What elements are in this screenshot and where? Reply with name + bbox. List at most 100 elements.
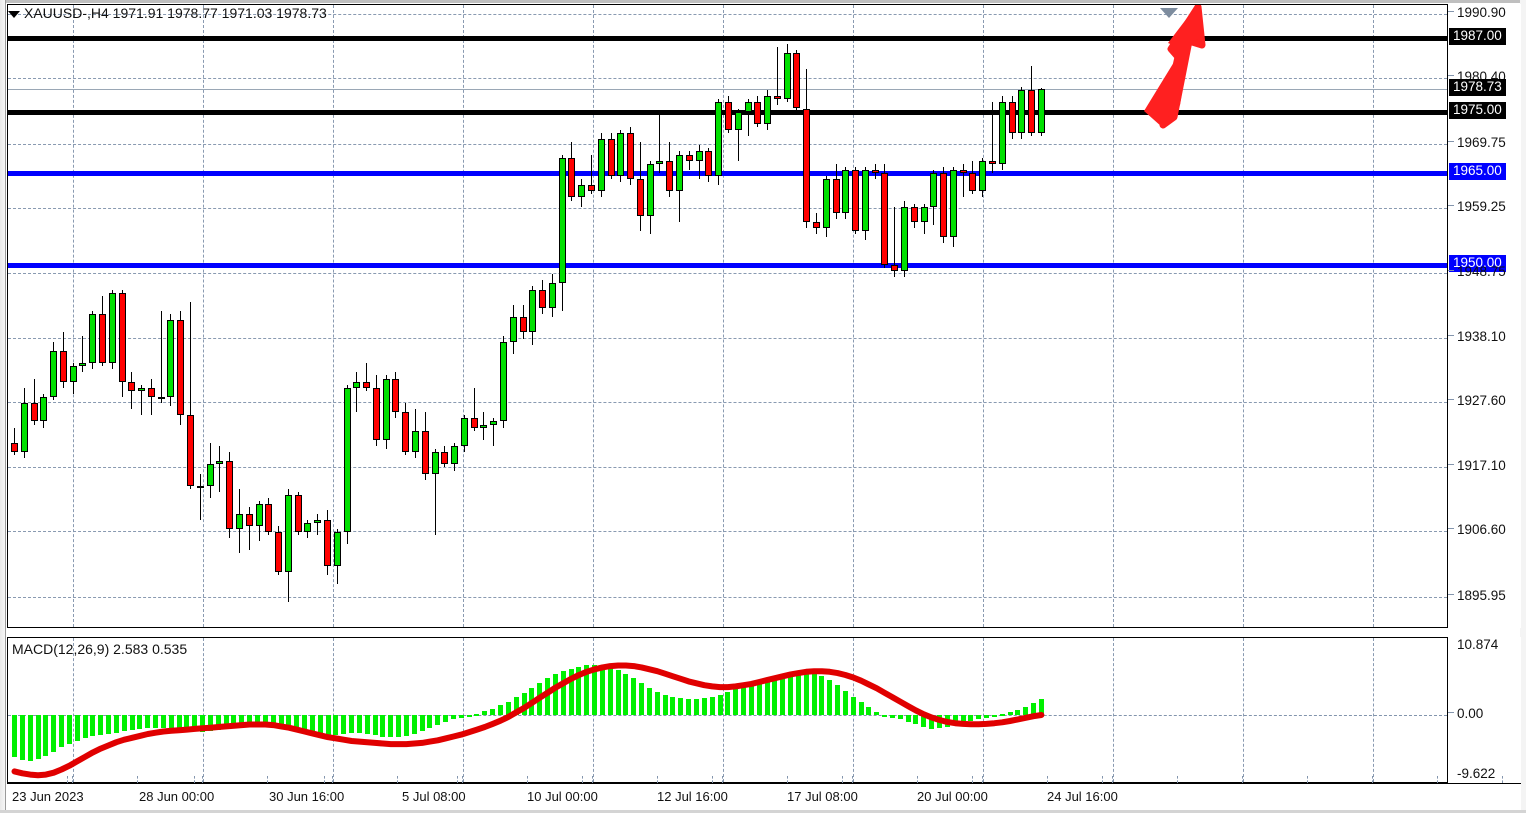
time-axis-minor-tick [1372,776,1373,783]
candlestick [695,5,703,627]
macd-histogram-bar [27,714,33,762]
current-price-line[interactable] [8,88,1447,90]
macd-histogram-bar [866,707,872,715]
candle-body-bearish [372,387,380,440]
candle-body-bullish [979,160,987,192]
candlestick [989,5,996,627]
candle-body-bullish [715,102,723,176]
macd-histogram-bar [858,702,864,715]
macd-histogram-bar [850,696,856,715]
macd-axis[interactable]: 10.874 0.00 -9.622 [1447,637,1521,783]
price-chart-pane[interactable] [7,4,1447,628]
macd-histogram-bar [795,672,801,715]
candle-body-bearish [627,133,635,180]
candle-body-bullish [930,172,938,207]
candlestick [930,5,938,627]
candle-body-bearish [128,381,136,391]
macd-histogram-bar [984,714,990,718]
macd-histogram-bar [505,701,511,715]
candlestick [372,5,380,627]
time-axis[interactable]: 23 Jun 2023 28 Jun 00:00 30 Jun 16:00 5 Jul… [7,776,1521,810]
candlestick [50,5,58,627]
candle-body-bullish [480,424,488,428]
candlestick [900,5,908,627]
candle-wick [659,111,661,173]
macd-histogram-bar [623,673,629,715]
candlestick [764,5,772,627]
candle-body-bullish [949,169,957,238]
resistance-level-line[interactable] [8,35,1447,41]
candlestick [597,5,605,627]
price-axis-level-label-blue[interactable]: 1950.00 [1449,254,1506,272]
chart-header-ohlc: XAUUSD-,H4 1971.91 1978.77 1971.03 1978.… [24,5,327,21]
macd-histogram-bar [576,666,582,715]
macd-histogram-bar [819,676,825,715]
candle-body-bearish [1028,90,1036,134]
candlestick [157,5,165,627]
price-axis[interactable]: 1990.90 1987.00 1980.40 1978.73 1975.00 1969.… [1447,4,1521,628]
candle-body-bullish [69,366,77,382]
candlestick [509,5,517,627]
candle-body-bearish [705,151,713,176]
macd-histogram-bar [1007,712,1013,715]
macd-histogram-bar [835,685,841,715]
macd-histogram-bar [270,714,276,724]
price-gridline [8,272,1447,274]
macd-histogram-bar [458,714,464,718]
price-axis-level-label-black[interactable]: 1978.73 [1449,78,1506,96]
candlestick [910,5,918,627]
macd-histogram-bar [364,714,370,734]
candle-body-bullish [1037,88,1045,134]
macd-histogram-bar [952,714,958,726]
macd-histogram-bar [686,699,692,715]
candlestick [676,5,684,627]
candlestick [343,5,351,627]
tick-mark [1448,269,1454,271]
candlestick [226,5,234,627]
macd-histogram-bar [380,714,386,737]
candle-wick [992,102,993,173]
price-gridline-vertical [73,5,74,627]
macd-axis-tick: 10.874 [1457,638,1498,652]
candlestick [734,5,742,627]
macd-gridline-vertical [73,638,74,782]
support-level-line[interactable] [8,262,1447,268]
macd-histogram-bar [827,680,833,715]
tick-mark [1448,140,1454,142]
candlestick [754,5,762,627]
candle-body-bearish [871,169,879,173]
candle-body-bullish [255,504,263,526]
candlestick [979,5,987,627]
candlestick [314,5,322,627]
candlestick [940,5,948,627]
price-axis-level-label-black[interactable]: 1975.00 [1449,101,1506,119]
candlestick [255,5,263,627]
candle-body-bullish [656,160,664,164]
macd-histogram-bar [90,714,96,736]
macd-histogram-bar [129,714,135,731]
price-axis-tick: 1927.60 [1448,394,1506,408]
candlestick [108,5,116,627]
time-axis-tick-label: 28 Jun 00:00 [139,789,215,804]
candle-wick [219,446,221,493]
macd-signal-line [11,662,1045,779]
candlestick [744,5,752,627]
candle-body-bearish [852,169,860,232]
macd-histogram-bar [443,714,449,722]
candle-body-bearish [773,96,781,100]
candle-body-bearish [1008,102,1016,134]
macd-histogram-bar [137,714,143,729]
macd-indicator-pane[interactable]: MACD(12,26,9) 2.583 0.535 [7,637,1447,783]
collapse-triangle-icon[interactable] [8,11,20,18]
price-axis-level-label-black[interactable]: 1987.00 [1449,27,1506,45]
macd-histogram-bar [19,714,25,760]
candle-wick [356,372,358,413]
support-level-line[interactable] [8,170,1447,176]
price-axis-tick: 1959.25 [1448,200,1506,213]
price-axis-level-label-blue[interactable]: 1965.00 [1449,162,1506,180]
macd-zero-line [8,714,1447,716]
candle-body-bearish [177,320,185,416]
time-axis-tick-label: 17 Jul 08:00 [787,789,858,804]
time-axis-minor-tick [1242,776,1243,783]
